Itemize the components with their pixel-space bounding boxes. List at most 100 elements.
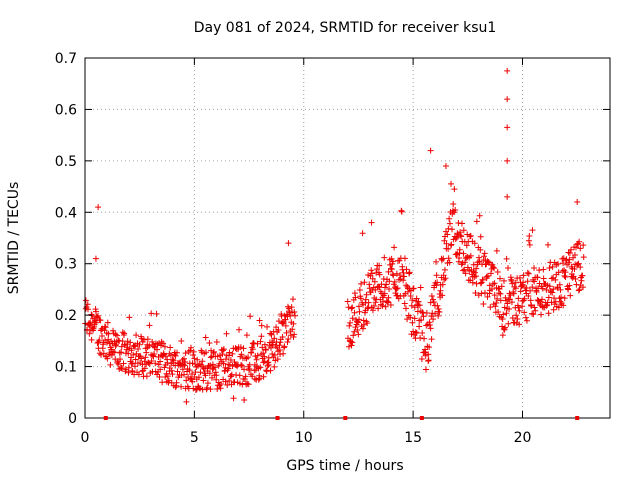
data-point bbox=[125, 364, 132, 371]
data-point bbox=[453, 251, 460, 258]
data-point bbox=[521, 309, 528, 316]
data-point bbox=[511, 283, 518, 290]
data-point bbox=[480, 301, 487, 308]
data-point bbox=[381, 290, 388, 297]
data-point bbox=[103, 339, 110, 346]
data-point bbox=[520, 279, 527, 286]
data-point bbox=[546, 283, 553, 290]
data-point bbox=[187, 375, 194, 382]
data-point bbox=[495, 285, 502, 292]
data-point bbox=[461, 266, 468, 273]
data-point bbox=[286, 308, 293, 315]
data-point bbox=[412, 329, 419, 336]
data-point bbox=[105, 330, 112, 337]
data-point bbox=[498, 283, 505, 290]
data-point bbox=[258, 333, 265, 340]
data-point bbox=[497, 290, 504, 297]
data-point bbox=[207, 386, 214, 393]
data-point bbox=[504, 300, 511, 307]
data-point bbox=[365, 299, 372, 306]
data-point bbox=[146, 342, 153, 349]
data-point bbox=[190, 348, 197, 355]
data-point bbox=[344, 298, 351, 305]
data-point bbox=[508, 278, 515, 285]
data-point bbox=[531, 278, 538, 285]
data-point bbox=[428, 313, 435, 320]
data-point bbox=[108, 352, 115, 359]
data-point bbox=[140, 336, 147, 343]
data-point bbox=[206, 339, 213, 346]
data-point bbox=[504, 264, 511, 271]
data-point bbox=[126, 314, 133, 321]
data-point bbox=[139, 368, 146, 375]
data-point bbox=[400, 269, 407, 276]
data-point bbox=[510, 290, 517, 297]
data-point bbox=[349, 304, 356, 311]
data-point bbox=[453, 234, 460, 241]
data-point bbox=[190, 385, 197, 392]
data-point bbox=[375, 305, 382, 312]
data-point bbox=[356, 286, 363, 293]
data-point bbox=[197, 385, 204, 392]
data-point bbox=[218, 381, 225, 388]
data-point bbox=[426, 322, 433, 329]
data-point bbox=[579, 272, 586, 279]
data-point bbox=[98, 351, 105, 358]
data-point bbox=[288, 304, 295, 311]
data-point bbox=[446, 259, 453, 266]
data-point bbox=[170, 357, 177, 364]
data-point bbox=[504, 124, 511, 131]
data-point bbox=[427, 147, 434, 154]
data-point bbox=[184, 368, 191, 375]
data-point bbox=[160, 340, 167, 347]
data-point bbox=[430, 316, 437, 323]
data-point bbox=[204, 384, 211, 391]
data-point bbox=[265, 354, 272, 361]
data-point bbox=[121, 330, 128, 337]
data-point bbox=[448, 226, 455, 233]
data-point bbox=[545, 294, 552, 301]
data-point bbox=[565, 286, 572, 293]
data-point bbox=[579, 284, 586, 291]
data-point bbox=[214, 385, 221, 392]
data-point bbox=[555, 260, 562, 267]
data-point bbox=[141, 365, 148, 372]
data-point bbox=[500, 277, 507, 284]
data-point bbox=[246, 361, 253, 368]
data-point bbox=[237, 344, 244, 351]
data-point bbox=[385, 294, 392, 301]
data-point bbox=[572, 276, 579, 283]
data-point bbox=[249, 373, 256, 380]
data-point bbox=[271, 363, 278, 370]
data-point bbox=[376, 284, 383, 291]
data-point bbox=[364, 305, 371, 312]
data-point bbox=[254, 352, 261, 359]
data-point bbox=[200, 377, 207, 384]
data-point bbox=[282, 316, 289, 323]
data-point bbox=[245, 381, 252, 388]
data-point bbox=[409, 297, 416, 304]
data-point bbox=[555, 269, 562, 276]
data-point bbox=[422, 352, 429, 359]
data-point bbox=[213, 372, 220, 379]
data-point bbox=[183, 398, 190, 405]
data-point bbox=[388, 266, 395, 273]
data-point bbox=[479, 276, 486, 283]
data-point bbox=[104, 319, 111, 326]
y-tick-label: 0.2 bbox=[55, 308, 77, 324]
data-point bbox=[510, 289, 517, 296]
y-tick-label: 0.4 bbox=[55, 205, 77, 221]
data-point bbox=[202, 372, 209, 379]
data-point bbox=[571, 251, 578, 258]
data-point bbox=[187, 347, 194, 354]
data-point bbox=[515, 304, 522, 311]
data-point bbox=[258, 322, 265, 329]
data-point bbox=[207, 362, 214, 369]
data-point bbox=[174, 368, 181, 375]
data-point bbox=[271, 351, 278, 358]
plot-frame bbox=[84, 57, 611, 419]
data-point bbox=[250, 340, 257, 347]
data-point bbox=[264, 323, 271, 330]
data-point bbox=[491, 280, 498, 287]
data-point bbox=[282, 322, 289, 329]
